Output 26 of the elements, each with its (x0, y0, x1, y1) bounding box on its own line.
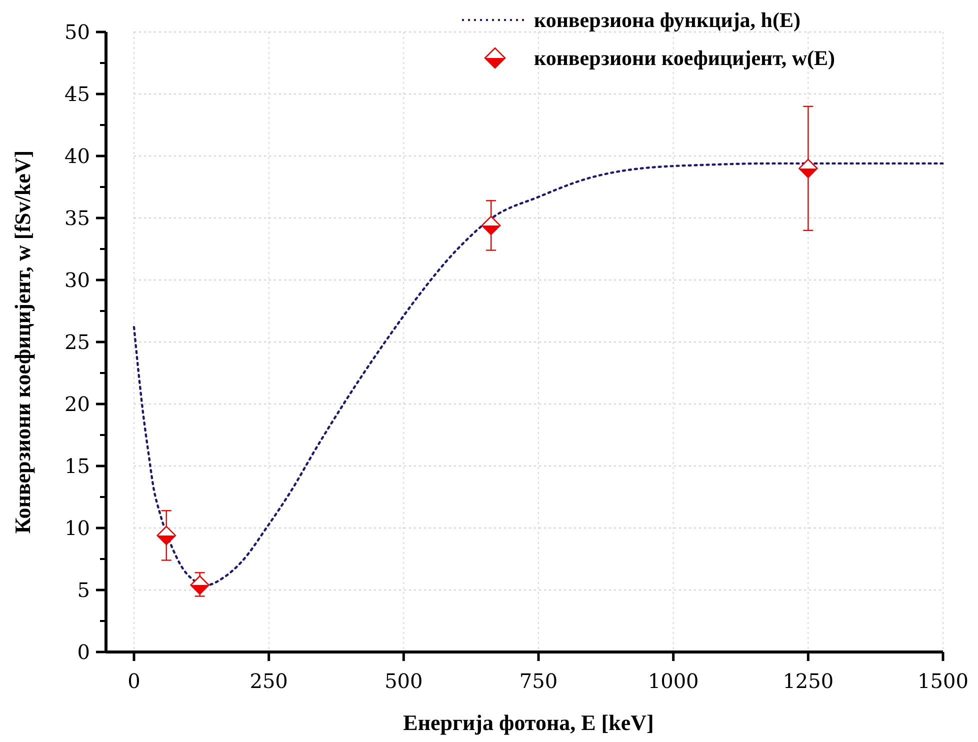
point (798, 158, 818, 178)
point (156, 526, 176, 546)
y-tick-label: 40 (64, 144, 90, 168)
legend-label: конверзиона функција, h(E) (534, 8, 800, 32)
legend-label: конверзиони коефицијент, w(E) (534, 46, 836, 70)
y-tick-label: 30 (64, 268, 90, 292)
y-tick-label: 20 (64, 392, 90, 416)
y-axis-title: Конверзиони коефицијент, w [fSv/keV] (10, 150, 35, 534)
y-tick-label: 5 (77, 578, 90, 602)
y-tick-label: 45 (64, 82, 90, 106)
x-tick-label: 1500 (918, 669, 968, 693)
x-tick-label: 750 (519, 669, 558, 693)
y-tick-label: 35 (64, 206, 90, 230)
y-tick-label: 15 (64, 454, 90, 478)
x-tick-label: 1250 (782, 669, 834, 693)
x-tick-label: 250 (250, 669, 288, 693)
x-tick-label: 0 (128, 669, 140, 693)
x-tick-label: 1000 (648, 669, 699, 693)
x-axis-title: Енергија фотона, E [keV] (403, 710, 654, 735)
y-tick-label: 10 (64, 516, 90, 540)
y-tick-label: 25 (64, 330, 90, 354)
point (190, 575, 210, 595)
y-tick-label: 0 (77, 640, 90, 664)
point (481, 216, 501, 236)
y-tick-label: 50 (64, 20, 90, 44)
x-tick-label: 500 (384, 669, 423, 693)
